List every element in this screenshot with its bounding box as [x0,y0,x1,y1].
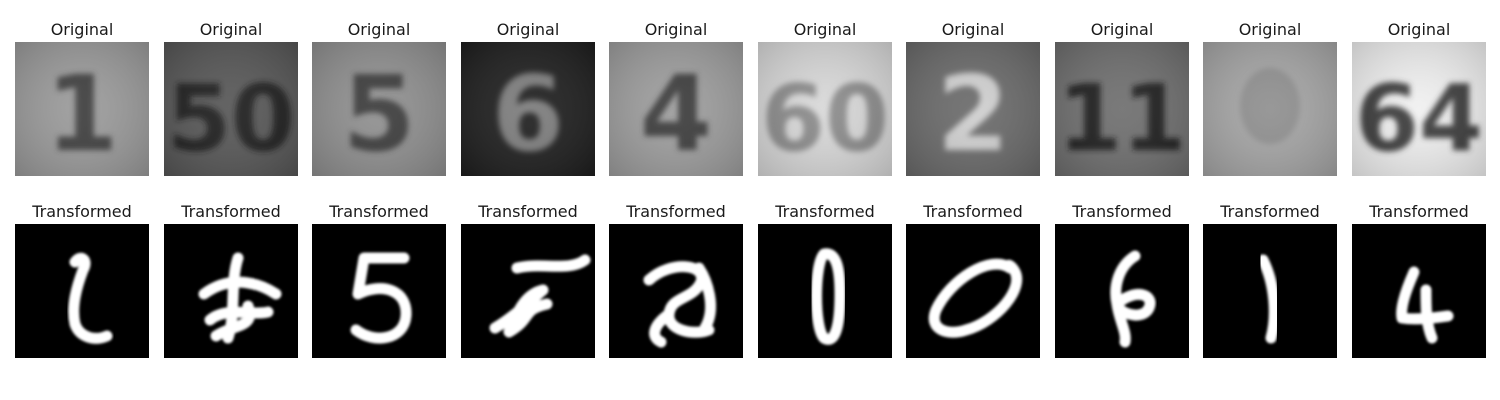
transformed-image [1055,224,1189,358]
digit-stroke [350,252,412,344]
panel-title: Original [199,20,263,39]
panel-title: Transformed [1369,202,1469,221]
mnist-digit-render [609,224,743,358]
transformed-image [906,224,1040,358]
transformed-image [461,224,595,358]
render-background [1352,224,1486,358]
panel-title: Transformed [626,202,726,221]
original-image: 60 [758,42,892,176]
svhn-digit-photo: 11 [1055,42,1189,176]
panel-title: Original [50,20,114,39]
transformed-image [164,224,298,358]
svhn-digit-photo: 6 [461,42,595,176]
mnist-digit-render [312,224,446,358]
panel-title: Original [347,20,411,39]
original-image: 50 [164,42,298,176]
original-image: 6 [461,42,595,176]
original-image: 5 [312,42,446,176]
photo-vignette [758,42,892,176]
photo-vignette [1352,42,1486,176]
digit-stroke [928,258,1022,338]
panel-title: Transformed [329,202,429,221]
panel-title: Transformed [923,202,1023,221]
transformed-image [758,224,892,358]
photo-vignette [609,42,743,176]
original-image [1203,42,1337,176]
original-image: 64 [1352,42,1486,176]
digit-stroke [643,261,717,348]
original-image: 11 [1055,42,1189,176]
svhn-digit-photo [1203,42,1337,176]
panel-title: Transformed [181,202,281,221]
digit-stroke [68,252,113,344]
transformed-image [312,224,446,358]
digit-stroke [198,252,282,344]
svhn-digit-photo: 64 [1352,42,1486,176]
digit-stroke [1396,266,1454,344]
svhn-digit-photo: 1 [15,42,149,176]
svhn-digit-photo: 5 [312,42,446,176]
transformed-image [1203,224,1337,358]
panel-title: Transformed [478,202,578,221]
digit-stroke [1110,250,1156,348]
transformed-image [609,224,743,358]
digit-stroke [489,254,591,338]
render-background [609,224,743,358]
svhn-digit-photo: 50 [164,42,298,176]
original-image: 2 [906,42,1040,176]
render-background [906,224,1040,358]
panel-title: Transformed [775,202,875,221]
mnist-digit-render [15,224,149,358]
render-background [461,224,595,358]
mnist-digit-render [1352,224,1486,358]
photo-vignette [312,42,446,176]
panel-title: Original [1238,20,1302,39]
mnist-digit-render [1203,224,1337,358]
panel-title: Original [496,20,560,39]
svhn-digit-photo: 2 [906,42,1040,176]
panel-title: Transformed [32,202,132,221]
mnist-digit-render [461,224,595,358]
panel-title: Original [1387,20,1451,39]
panel-title: Original [941,20,1005,39]
photo-vignette [906,42,1040,176]
digit-stroke [811,248,846,345]
svhn-digit-photo: 60 [758,42,892,176]
original-image: 4 [609,42,743,176]
panel-title: Original [644,20,708,39]
photo-vignette [164,42,298,176]
photo-vignette [15,42,149,176]
panel-title: Original [1090,20,1154,39]
photo-vignette [1055,42,1189,176]
mnist-digit-render [758,224,892,358]
mnist-digit-render [906,224,1040,358]
photo-vignette [1203,42,1337,176]
mnist-digit-render [164,224,298,358]
panel-title: Original [793,20,857,39]
photo-vignette [461,42,595,176]
transformed-image [15,224,149,358]
mnist-digit-render [1055,224,1189,358]
svhn-digit-photo: 4 [609,42,743,176]
transformed-image [1352,224,1486,358]
digit-stroke [1257,254,1280,344]
panel-title: Transformed [1220,202,1320,221]
panel-title: Transformed [1072,202,1172,221]
original-image: 1 [15,42,149,176]
